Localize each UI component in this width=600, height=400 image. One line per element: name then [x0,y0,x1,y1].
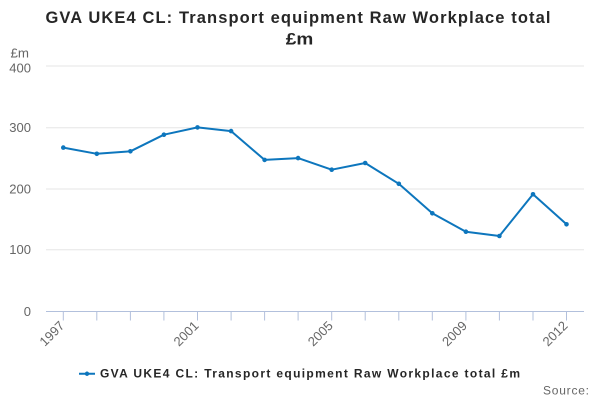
svg-text:400: 400 [9,61,31,76]
svg-text:GVA UKE4 CL: Transport equipme: GVA UKE4 CL: Transport equipment Raw Wor… [46,9,551,27]
svg-text:200: 200 [9,182,31,197]
svg-text:0: 0 [24,304,31,319]
svg-text:£m: £m [11,46,30,60]
svg-text:Source:: Source: [543,384,589,398]
svg-text:100: 100 [9,242,31,257]
svg-text:£m: £m [286,31,314,49]
svg-text:GVA UKE4 CL: Transport equipme: GVA UKE4 CL: Transport equipment Raw Wor… [100,367,520,381]
svg-text:300: 300 [9,120,31,135]
